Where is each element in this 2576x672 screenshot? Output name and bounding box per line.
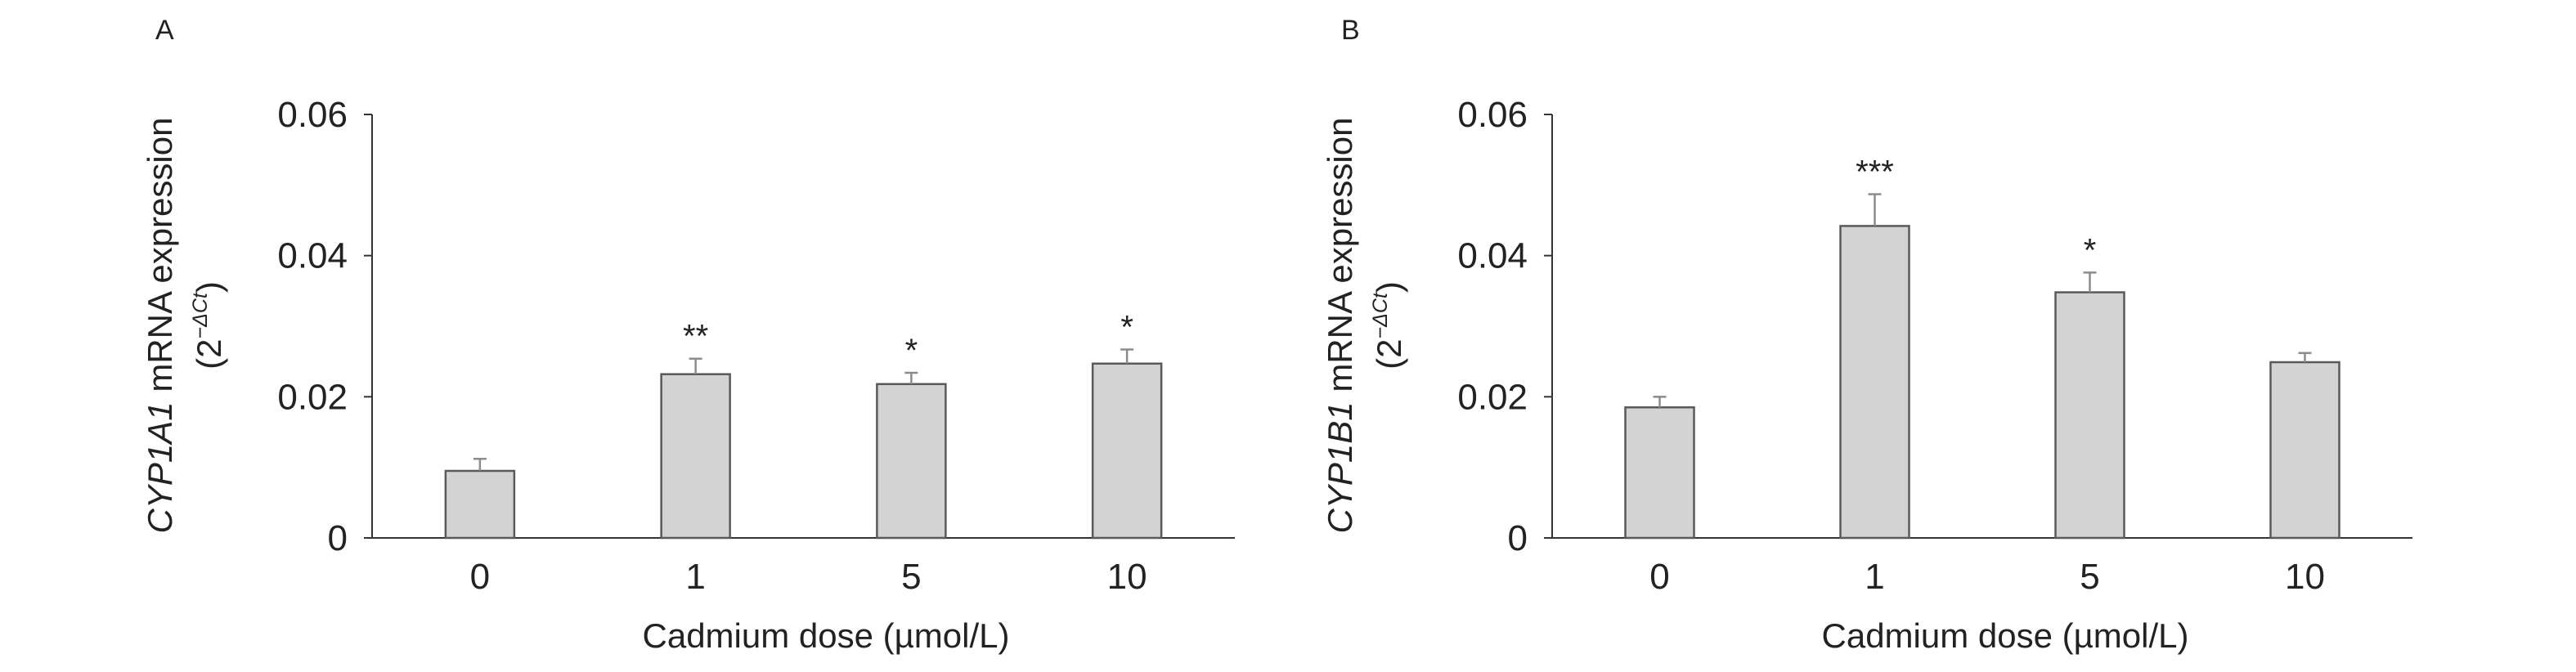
panel-b: B CYP1B1 mRNA expression (2−ΔCt) 0 0.02 0.… — [1321, 15, 2412, 655]
x-tick-label-a: 0 — [470, 557, 490, 597]
x-axis-title-b: Cadmium dose (µmol/L) — [1822, 616, 2189, 655]
y-axis-unit-close-a: ) — [190, 281, 228, 293]
bar-a-5 — [876, 383, 947, 540]
y-axis-unit-b: (2−ΔCt) — [1369, 281, 1408, 370]
significance-marker-a-10: * — [1120, 309, 1133, 345]
x-axis-title-a: Cadmium dose (µmol/L) — [643, 616, 1010, 655]
bar-b-0 — [1624, 406, 1695, 540]
panel-a-y-axis-title: CYP1A1 mRNA expression (2−ΔCt) — [141, 118, 228, 534]
bar-b-1 — [1839, 225, 1910, 540]
y-tick-label-b: 0 — [1508, 518, 1528, 558]
bar-a-10 — [1091, 362, 1163, 540]
y-axis-title-line1-a: CYP1A1 mRNA expression — [141, 118, 179, 534]
bar-a-0 — [444, 469, 516, 540]
y-tick-label-a: 0.02 — [277, 377, 348, 417]
bar-a-1 — [660, 373, 731, 540]
significance-marker-b-5: * — [2084, 232, 2097, 268]
x-tick-label-a: 1 — [685, 557, 705, 597]
x-tick-label-a: 5 — [901, 557, 921, 597]
x-tick-label-b: 1 — [1865, 557, 1884, 597]
y-axis-gene-a: CYP1A1 — [141, 401, 179, 533]
y-axis-label-rest-b: mRNA expression — [1321, 118, 1359, 402]
y-axis-unit-close-b: ) — [1370, 281, 1408, 293]
x-tick-label-b: 5 — [2080, 557, 2099, 597]
bar-b-10 — [2269, 361, 2340, 540]
y-axis-unit-open-b: (2 — [1370, 339, 1408, 370]
x-tick-label-a: 10 — [1107, 557, 1147, 597]
y-axis-unit-exponent-a: −ΔCt — [189, 292, 212, 338]
significance-marker-a-5: * — [905, 333, 918, 369]
y-tick-label-b: 0.02 — [1457, 377, 1528, 417]
bar-b-5 — [2054, 291, 2125, 540]
y-tick-label-a: 0.06 — [277, 95, 348, 135]
panel-b-y-axis-title: CYP1B1 mRNA expression (2−ΔCt) — [1321, 118, 1408, 534]
plot-area-b: 0 0.02 0.04 0.06 0 1 *** 5 * 10 — [1457, 95, 2412, 597]
x-tick-label-b: 10 — [2285, 557, 2325, 597]
y-tick-label-a: 0.04 — [277, 236, 348, 276]
y-tick-label-b: 0.06 — [1457, 95, 1528, 135]
y-axis-unit-exponent-b: −ΔCt — [1369, 292, 1392, 338]
panel-label-a: A — [155, 15, 174, 46]
x-tick-label-b: 0 — [1649, 557, 1669, 597]
panel-a: A CYP1A1 mRNA expression (2−ΔCt) 0 0.02 0.… — [141, 15, 1235, 655]
y-tick-label-a: 0 — [328, 518, 348, 558]
y-axis-unit-a: (2−ΔCt) — [189, 281, 228, 370]
y-axis-unit-open-a: (2 — [190, 339, 228, 370]
plot-area-a: 0 0.02 0.04 0.06 0 1 ** 5 * 10 * — [277, 95, 1235, 597]
significance-marker-a-1: ** — [683, 319, 708, 355]
y-axis-title-line1-b: CYP1B1 mRNA expression — [1321, 118, 1359, 534]
significance-marker-b-1: *** — [1856, 155, 1894, 190]
panel-label-b: B — [1341, 15, 1360, 46]
y-axis-gene-b: CYP1B1 — [1321, 401, 1359, 533]
y-tick-label-b: 0.04 — [1457, 236, 1528, 276]
y-axis-label-rest-a: mRNA expression — [141, 118, 179, 402]
